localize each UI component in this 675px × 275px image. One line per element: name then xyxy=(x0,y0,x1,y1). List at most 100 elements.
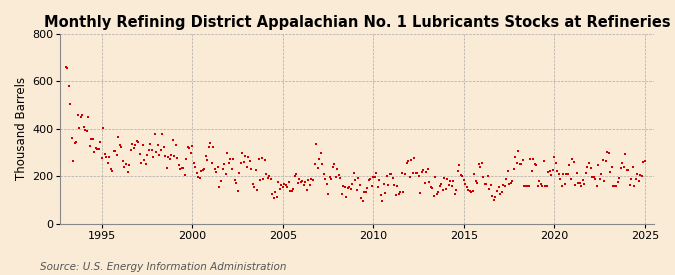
Point xyxy=(365,176,376,181)
Point xyxy=(544,169,555,173)
Point xyxy=(265,177,276,181)
Point xyxy=(501,177,512,182)
Point xyxy=(246,167,256,172)
Point xyxy=(561,172,572,176)
Point xyxy=(504,182,514,186)
Point xyxy=(470,179,481,184)
Point xyxy=(244,159,255,163)
Point xyxy=(60,65,71,69)
Point xyxy=(237,150,248,155)
Point xyxy=(346,186,356,191)
Point xyxy=(333,173,344,177)
Point xyxy=(481,182,492,187)
Point xyxy=(214,185,225,189)
Point xyxy=(353,175,364,180)
Point xyxy=(431,192,442,197)
Point xyxy=(119,165,130,169)
Point xyxy=(627,165,638,169)
Point xyxy=(626,177,637,181)
Point xyxy=(149,131,160,136)
Point xyxy=(406,158,416,162)
Point xyxy=(187,144,198,148)
Point xyxy=(205,141,216,145)
Point xyxy=(282,185,293,189)
Point xyxy=(297,179,308,183)
Point xyxy=(247,182,258,186)
Point xyxy=(115,143,126,148)
Point xyxy=(324,175,335,179)
Point xyxy=(423,167,433,171)
Point xyxy=(194,176,205,181)
Point xyxy=(531,163,541,168)
Point xyxy=(116,145,127,150)
Point xyxy=(72,112,83,117)
Point xyxy=(68,159,78,163)
Point xyxy=(385,172,396,176)
Point xyxy=(537,184,547,188)
Point xyxy=(153,143,163,148)
Point xyxy=(178,166,189,170)
Point xyxy=(513,149,524,153)
Point xyxy=(217,166,228,171)
Point xyxy=(138,158,149,163)
Point xyxy=(317,161,327,166)
Point xyxy=(286,189,297,194)
Point xyxy=(308,177,319,182)
Point xyxy=(572,171,583,175)
Point xyxy=(555,177,566,181)
Point xyxy=(590,177,601,182)
Point xyxy=(310,142,321,147)
Point xyxy=(472,180,483,185)
Point xyxy=(507,179,518,183)
Point xyxy=(564,163,575,167)
Point xyxy=(510,155,520,159)
Point xyxy=(127,142,138,146)
Point xyxy=(148,155,159,159)
Point xyxy=(549,155,560,159)
Point xyxy=(468,189,479,194)
Point xyxy=(184,146,194,150)
Point xyxy=(128,145,139,150)
Point xyxy=(446,184,457,189)
Point xyxy=(252,188,263,192)
Point xyxy=(107,168,118,173)
Point xyxy=(541,184,552,188)
Point xyxy=(483,174,493,178)
Point xyxy=(416,170,427,174)
Point xyxy=(327,165,338,170)
Point xyxy=(80,127,90,132)
Point xyxy=(103,161,113,165)
Point xyxy=(630,177,641,182)
Point xyxy=(121,161,132,166)
Point xyxy=(326,176,337,181)
Point xyxy=(359,190,370,194)
Point xyxy=(160,154,171,159)
Point xyxy=(291,172,302,176)
Point xyxy=(568,160,579,164)
Point xyxy=(101,154,112,159)
Point xyxy=(617,161,628,165)
Point xyxy=(130,142,140,147)
Point xyxy=(225,156,236,161)
Point xyxy=(323,191,333,196)
Point xyxy=(463,188,474,192)
Point xyxy=(151,150,161,154)
Point xyxy=(493,185,504,189)
Point xyxy=(457,174,468,178)
Point xyxy=(215,179,226,184)
Point xyxy=(134,152,145,156)
Point xyxy=(524,157,535,161)
Point xyxy=(329,161,340,166)
Point xyxy=(442,177,453,181)
Point xyxy=(309,162,320,167)
Point xyxy=(611,184,622,188)
Point xyxy=(638,160,649,164)
Point xyxy=(632,172,643,176)
Point xyxy=(344,185,354,190)
Point xyxy=(348,171,359,175)
Point xyxy=(256,156,267,160)
Point xyxy=(554,172,564,176)
Point xyxy=(534,179,545,183)
Point xyxy=(82,129,92,133)
Point xyxy=(526,169,537,173)
